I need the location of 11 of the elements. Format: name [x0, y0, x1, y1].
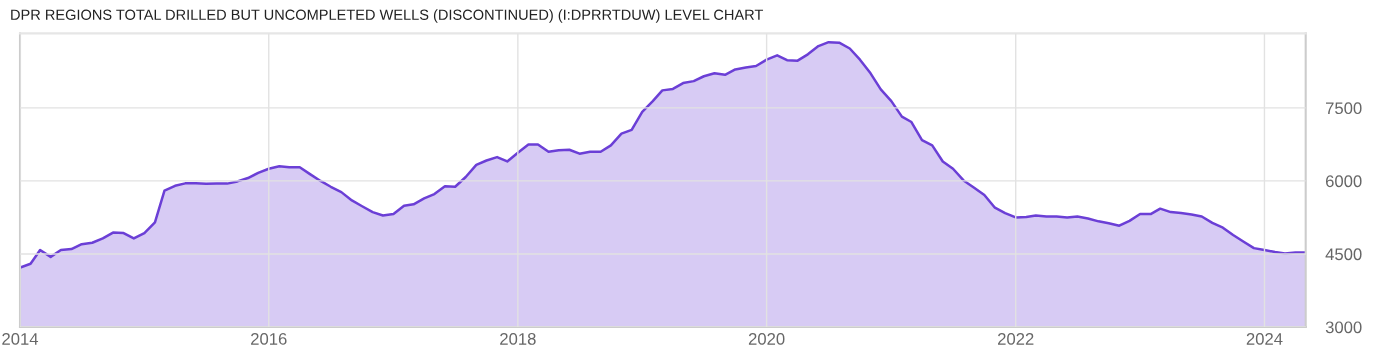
chart-title: DPR REGIONS TOTAL DRILLED BUT UNCOMPLETED WELLS (DISCONTINUED) (I:DPRRTDUW) LEVEL CHART: [11, 9, 764, 23]
y-tick-label: 4500: [1325, 248, 1362, 261]
x-tick-label: 2020: [748, 333, 785, 345]
x-tick-label: 2014: [2, 333, 39, 345]
y-tick-label: 3000: [1325, 321, 1362, 334]
x-tick-label: 2016: [251, 333, 287, 345]
x-tick-label: 2018: [500, 333, 536, 345]
y-tick-label: 6000: [1325, 175, 1362, 188]
y-tick-label: 7500: [1326, 102, 1362, 115]
x-tick-label: 2024: [1246, 333, 1283, 345]
x-tick-label: 2022: [998, 333, 1034, 345]
